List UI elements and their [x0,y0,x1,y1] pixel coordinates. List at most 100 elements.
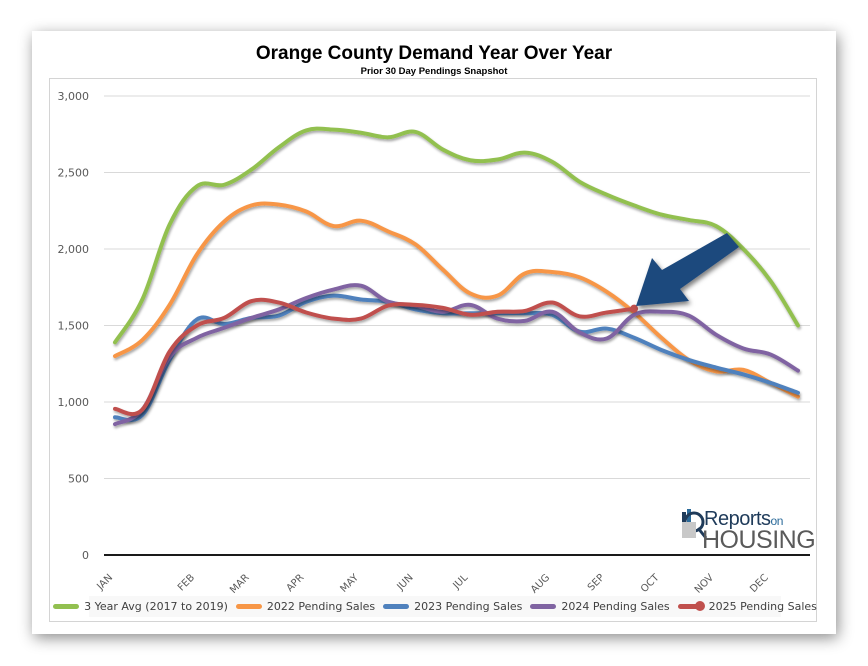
data-point-3-year-avg-2017-to-2019 [659,213,663,217]
data-point-3-year-avg-2017-to-2019 [332,128,336,132]
x-tick-label: APR [285,572,307,594]
x-tick-label: DEC [748,572,771,595]
data-point-3-year-avg-2017-to-2019 [769,279,773,283]
data-point-2025-pending-sales [113,407,117,411]
legend-swatch-icon [235,604,262,609]
data-point-2025-pending-sales [304,310,308,314]
legend-marker-icon [694,601,705,611]
legend-item: 2025 Pending Sales [677,600,817,613]
data-point-3-year-avg-2017-to-2019 [441,148,445,152]
data-point-3-year-avg-2017-to-2019 [195,184,199,188]
data-point-2024-pending-sales [250,316,254,320]
data-point-2023-pending-sales [741,372,745,376]
series-line-2024-pending-sales [113,283,800,427]
legend-item: 2022 Pending Sales [235,600,375,613]
data-point-2022-pending-sales [605,290,609,294]
data-point-2023-pending-sales [687,358,691,362]
legend-swatch-icon [530,604,557,609]
legend-item: 2024 Pending Sales [530,600,670,613]
data-point-3-year-avg-2017-to-2019 [632,203,636,207]
x-tick-label: MAR [228,572,252,596]
data-point-2024-pending-sales [495,317,499,321]
data-point-3-year-avg-2017-to-2019 [113,340,117,344]
logo-text-housing: HOUSING [702,526,816,554]
data-point-2025-pending-sales [195,324,199,328]
data-point-3-year-avg-2017-to-2019 [741,247,745,251]
data-point-2023-pending-sales [632,336,636,340]
data-point-2024-pending-sales [632,313,636,317]
data-point-3-year-avg-2017-to-2019 [140,297,144,301]
data-point-3-year-avg-2017-to-2019 [250,167,254,171]
data-point-2025-pending-sales [414,303,418,307]
data-point-2022-pending-sales [550,270,554,274]
data-point-2024-pending-sales [769,353,773,357]
data-point-2025-pending-sales [386,304,390,308]
data-point-2024-pending-sales [441,310,445,314]
data-point-2024-pending-sales [222,326,226,330]
data-point-2022-pending-sales [359,219,363,223]
data-point-2022-pending-sales [250,203,254,207]
x-tick-label: AUG [529,572,552,595]
data-point-2023-pending-sales [113,415,117,419]
arrow-icon [636,233,739,306]
x-tick-label: JAN [95,572,116,593]
data-point-2025-pending-sales [222,316,226,320]
legend-item: 3 Year Avg (2017 to 2019) [53,600,228,613]
legend-label: 2025 Pending Sales [708,600,817,613]
series-line-3-year-avg-2017-to-2019 [113,126,800,345]
data-point-2025-pending-sales [277,301,281,305]
latest-point-marker [630,304,639,313]
data-point-2024-pending-sales [577,330,581,334]
logo-magnifier-icon [682,509,708,539]
data-point-2022-pending-sales [222,219,226,223]
data-point-2024-pending-sales [741,346,745,350]
series-line-2023-pending-sales [113,293,800,423]
data-point-2022-pending-sales [304,210,308,214]
data-point-2023-pending-sales [277,314,281,318]
data-point-2025-pending-sales [168,350,172,354]
logo-text-reports: Reportson [704,508,783,530]
data-point-2025-pending-sales [250,299,254,303]
data-point-3-year-avg-2017-to-2019 [550,160,554,164]
data-point-2024-pending-sales [714,333,718,337]
y-tick-label: 1,500 [58,320,90,333]
y-tick-label: 500 [68,473,89,486]
data-point-2022-pending-sales [332,224,336,228]
series-lines [113,126,800,427]
data-point-2022-pending-sales [659,336,663,340]
data-point-3-year-avg-2017-to-2019 [523,151,527,155]
data-point-3-year-avg-2017-to-2019 [687,218,691,222]
data-point-2022-pending-sales [414,242,418,246]
data-point-2023-pending-sales [769,381,773,385]
legend-swatch-icon [677,601,705,611]
y-tick-label: 2,500 [58,167,90,180]
legend-swatch-icon [53,604,80,609]
x-tick-label: FEB [176,572,197,593]
data-point-2025-pending-sales [468,313,472,317]
chart-subtitle: Prior 30 Day Pendings Snapshot [360,66,508,77]
data-point-2022-pending-sales [468,291,472,295]
legend-label: 3 Year Avg (2017 to 2019) [84,600,228,613]
x-tick-label: OCT [639,572,662,595]
data-point-2023-pending-sales [195,317,199,321]
x-tick-label: JUN [395,572,416,593]
gridlines [104,95,810,556]
data-point-2025-pending-sales [523,309,527,313]
data-point-2022-pending-sales [277,203,281,207]
legend: 3 Year Avg (2017 to 2019) 2022 Pending Sa… [53,596,817,617]
annotation-arrow [636,233,739,306]
data-point-3-year-avg-2017-to-2019 [468,158,472,162]
y-tick-label: 3,000 [58,90,90,103]
data-point-3-year-avg-2017-to-2019 [714,224,718,228]
data-point-2024-pending-sales [523,319,527,323]
data-point-2023-pending-sales [605,327,609,331]
data-point-2025-pending-sales [577,314,581,318]
data-point-2024-pending-sales [605,337,609,341]
data-point-2023-pending-sales [659,348,663,352]
data-point-2022-pending-sales [441,268,445,272]
data-point-3-year-avg-2017-to-2019 [277,145,281,149]
x-tick-label: NOV [693,572,716,595]
data-point-2024-pending-sales [796,369,800,373]
data-point-2022-pending-sales [577,275,581,279]
